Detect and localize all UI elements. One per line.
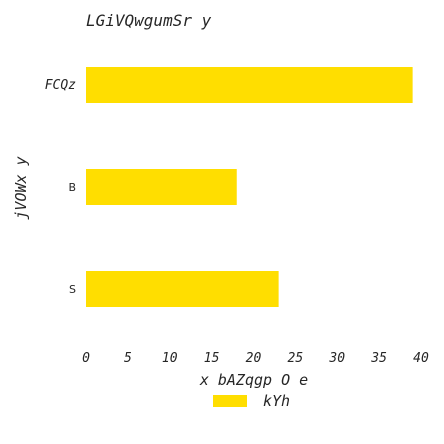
x-tick-labels: 0 5 10 15 20 25 30 35 40: [82, 351, 429, 366]
y-tick-label-FCQz: FCQz: [45, 78, 76, 93]
bar-FCQz: [86, 67, 413, 103]
x-axis-label: x bAZqgp O e: [199, 371, 308, 389]
x-tick-label-10: 10: [162, 351, 178, 366]
legend: kYh: [213, 392, 290, 410]
x-tick-label-35: 35: [370, 351, 387, 366]
y-tick-label-B: B: [68, 181, 76, 194]
x-tick-label-20: 20: [246, 351, 262, 366]
legend-swatch-kYh: [213, 395, 247, 407]
bar-S: [86, 271, 279, 307]
y-tick-label-S: S: [69, 283, 76, 296]
bars-group: [86, 67, 413, 307]
x-tick-label-25: 25: [288, 351, 304, 366]
y-axis-label: jVOWx y: [12, 156, 30, 219]
bar-B: [86, 169, 237, 205]
x-tick-label-40: 40: [413, 351, 429, 366]
y-category-labels: FCQz B S: [45, 78, 76, 296]
legend-label-kYh: kYh: [263, 392, 290, 410]
x-tick-label-15: 15: [204, 351, 220, 366]
chart-title: LGiVQwgumSr y: [86, 11, 212, 30]
x-tick-label-0: 0: [82, 351, 90, 366]
x-tick-label-5: 5: [124, 351, 132, 366]
x-tick-label-30: 30: [328, 351, 345, 366]
